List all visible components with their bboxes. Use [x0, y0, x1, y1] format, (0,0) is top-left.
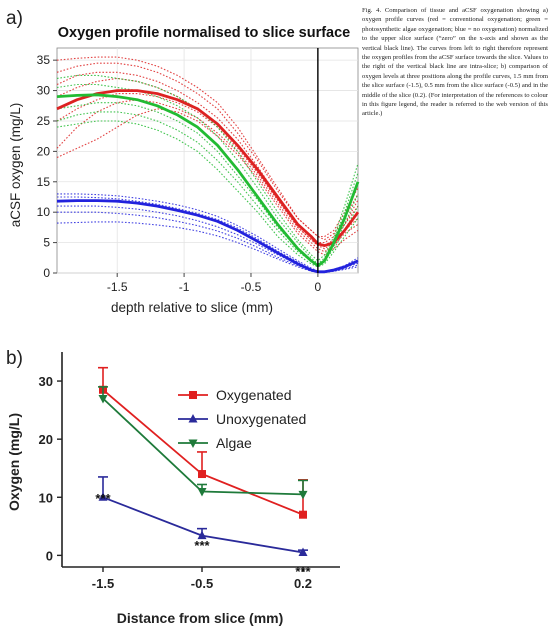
x-tick-label: 0: [315, 280, 322, 294]
chart-a-xlabel: depth relative to slice (mm): [111, 300, 273, 315]
legend-label-oxygenated: Oxygenated: [216, 387, 292, 403]
red-trace-curve: [56, 71, 359, 244]
y-tick-label: 35: [37, 53, 51, 67]
y-tick-label-b: 10: [39, 490, 53, 505]
green-trace-curve: [56, 74, 359, 262]
algae-point: [197, 487, 207, 497]
y-tick-label: 25: [37, 114, 51, 128]
unoxygenated-point: [98, 492, 108, 501]
y-tick-label-b: 30: [39, 374, 53, 389]
y-tick-label: 10: [37, 205, 51, 219]
legend-marker-unoxygenated: [188, 414, 198, 423]
x-tick-label-b: 0.2: [294, 576, 312, 591]
legend-marker-oxygenated: [189, 391, 197, 399]
y-tick-label: 0: [43, 266, 50, 280]
significance-marker: ***: [295, 564, 311, 579]
x-tick-label: -1: [179, 280, 190, 294]
chart-b-ylabel: Oxygen (mg/L): [6, 413, 22, 511]
red-trace-curve: [56, 99, 359, 253]
oxygen-comparison-chart: b) 0 10 20 30 -1.5 -0.5 0.2 Oxygenated Unoxygen…: [6, 348, 340, 626]
blue-mean-curve: [56, 199, 359, 274]
x-tick-label: -0.5: [241, 280, 262, 294]
y-tick-label-b: 0: [46, 548, 53, 563]
red-mean-curve: [56, 89, 360, 248]
green-mean-curve: [56, 93, 360, 268]
algae-point: [298, 490, 308, 500]
chart-a-title: Oxygen profile normalised to slice surfa…: [58, 25, 351, 41]
x-tick-label: -1.5: [107, 280, 128, 294]
chart-a-ylabel: aCSF oxygen (mg/L): [8, 103, 23, 228]
y-tick-label-b: 20: [39, 432, 53, 447]
y-tick-label: 20: [37, 144, 51, 158]
red-trace-curve: [56, 56, 359, 238]
panel-label-a: a): [6, 8, 23, 29]
legend-label-algae: Algae: [216, 435, 252, 451]
y-tick-label: 5: [43, 236, 50, 250]
significance-marker: ***: [95, 491, 111, 506]
red-trace-curve: [56, 62, 359, 241]
oxygenated-point: [299, 510, 307, 519]
oxygenated-point: [198, 470, 206, 479]
panel-label-b: b): [6, 348, 23, 369]
algae-point: [98, 394, 108, 404]
figure-caption: Fig. 4. Comparison of tissue and aCSF ox…: [362, 7, 548, 118]
x-tick-label-b: -0.5: [191, 576, 213, 591]
blue-trace-curve: [57, 193, 359, 272]
legend-marker-algae: [188, 439, 198, 448]
unoxygenated-point: [298, 547, 308, 556]
legend-label-unoxygenated: Unoxygenated: [216, 411, 306, 427]
oxygen-profile-chart: a) Oxygen profile normalised to slice su…: [6, 8, 360, 315]
x-tick-label-b: -1.5: [92, 576, 114, 591]
significance-marker: ***: [194, 538, 210, 553]
y-tick-label: 30: [37, 84, 51, 98]
red-trace-curve: [56, 93, 359, 250]
blue-trace-curve: [57, 211, 359, 273]
chart-b-xlabel: Distance from slice (mm): [117, 610, 284, 626]
y-tick-label: 15: [37, 175, 51, 189]
unoxygenated-point: [197, 530, 207, 540]
